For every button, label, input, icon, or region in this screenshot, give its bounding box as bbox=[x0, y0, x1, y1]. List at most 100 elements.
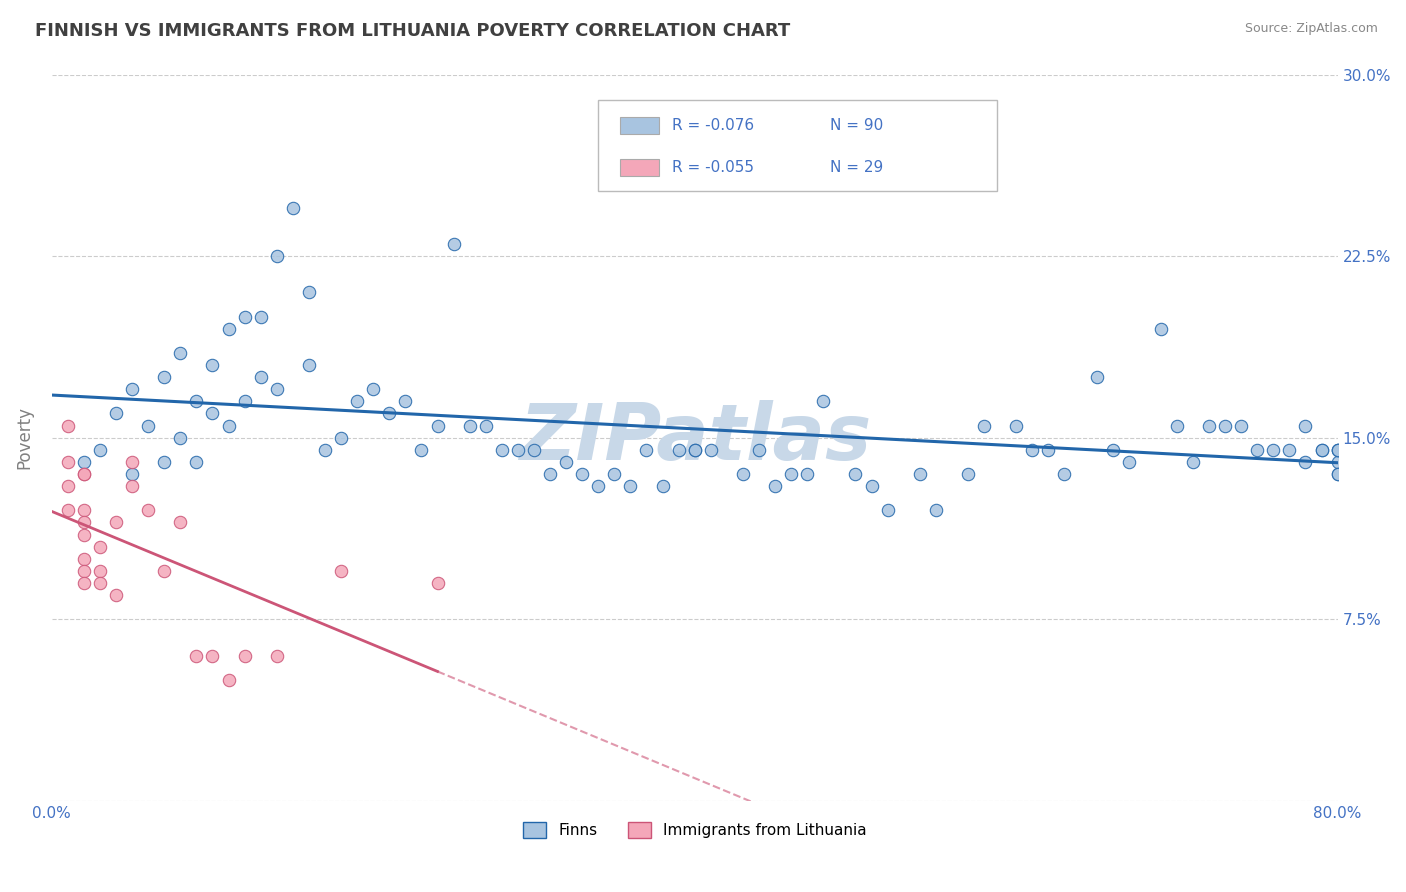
Point bbox=[201, 648, 224, 663]
Point bbox=[233, 648, 256, 663]
Point bbox=[651, 479, 673, 493]
Point bbox=[298, 358, 321, 372]
Point bbox=[1278, 442, 1301, 457]
Point bbox=[153, 564, 176, 578]
Point bbox=[474, 418, 496, 433]
Point bbox=[973, 418, 995, 433]
FancyBboxPatch shape bbox=[620, 159, 658, 177]
Point bbox=[73, 455, 96, 469]
Point bbox=[1166, 418, 1188, 433]
Point bbox=[1310, 442, 1333, 457]
Point bbox=[73, 503, 96, 517]
Point bbox=[201, 358, 224, 372]
Point bbox=[844, 467, 866, 481]
Point bbox=[1181, 455, 1204, 469]
Point bbox=[233, 310, 256, 324]
Point bbox=[136, 503, 159, 517]
Point bbox=[330, 564, 353, 578]
Point bbox=[1101, 442, 1123, 457]
Point bbox=[1326, 455, 1348, 469]
Point bbox=[169, 516, 191, 530]
Point bbox=[443, 237, 465, 252]
Point bbox=[876, 503, 898, 517]
Point bbox=[763, 479, 786, 493]
Point bbox=[169, 346, 191, 360]
Point bbox=[201, 407, 224, 421]
Point bbox=[1038, 442, 1060, 457]
Text: Source: ZipAtlas.com: Source: ZipAtlas.com bbox=[1244, 22, 1378, 36]
Point bbox=[218, 418, 240, 433]
Point bbox=[603, 467, 626, 481]
Point bbox=[506, 442, 529, 457]
Point bbox=[1295, 418, 1317, 433]
Point bbox=[105, 516, 128, 530]
Point bbox=[186, 455, 208, 469]
Point bbox=[121, 467, 143, 481]
Point bbox=[73, 576, 96, 591]
Point bbox=[683, 442, 706, 457]
Point bbox=[1263, 442, 1285, 457]
Point bbox=[1246, 442, 1268, 457]
Point bbox=[73, 551, 96, 566]
Point bbox=[153, 455, 176, 469]
Point bbox=[73, 564, 96, 578]
Point bbox=[186, 394, 208, 409]
Point bbox=[426, 418, 449, 433]
Point bbox=[426, 576, 449, 591]
Point bbox=[491, 442, 513, 457]
Point bbox=[56, 479, 79, 493]
Point bbox=[555, 455, 578, 469]
Text: N = 29: N = 29 bbox=[830, 160, 883, 175]
Text: R = -0.076: R = -0.076 bbox=[672, 118, 754, 133]
Point bbox=[700, 442, 723, 457]
Point bbox=[266, 249, 288, 263]
Point bbox=[73, 527, 96, 541]
Point bbox=[105, 588, 128, 602]
Point bbox=[619, 479, 641, 493]
Point bbox=[56, 455, 79, 469]
Point bbox=[1230, 418, 1253, 433]
Point bbox=[780, 467, 803, 481]
Point bbox=[1021, 442, 1043, 457]
Point bbox=[1326, 442, 1348, 457]
Point bbox=[249, 310, 271, 324]
Point bbox=[89, 564, 111, 578]
Point bbox=[105, 407, 128, 421]
Point bbox=[1295, 455, 1317, 469]
FancyBboxPatch shape bbox=[620, 117, 658, 134]
Point bbox=[89, 576, 111, 591]
Point bbox=[1326, 467, 1348, 481]
Point bbox=[266, 382, 288, 396]
Point bbox=[1118, 455, 1140, 469]
Point bbox=[571, 467, 593, 481]
Point bbox=[1213, 418, 1236, 433]
Point bbox=[813, 394, 835, 409]
Point bbox=[908, 467, 931, 481]
Point bbox=[1005, 418, 1028, 433]
Point bbox=[523, 442, 546, 457]
Point bbox=[121, 382, 143, 396]
Point bbox=[1053, 467, 1076, 481]
Point bbox=[538, 467, 561, 481]
Point bbox=[56, 418, 79, 433]
Point bbox=[73, 467, 96, 481]
Y-axis label: Poverty: Poverty bbox=[15, 406, 32, 469]
Point bbox=[586, 479, 609, 493]
Point bbox=[346, 394, 368, 409]
Point bbox=[925, 503, 948, 517]
Point bbox=[73, 516, 96, 530]
Point bbox=[281, 201, 304, 215]
Point bbox=[394, 394, 416, 409]
Point bbox=[186, 648, 208, 663]
Point bbox=[731, 467, 754, 481]
Point bbox=[169, 431, 191, 445]
Point bbox=[89, 442, 111, 457]
Point bbox=[1310, 442, 1333, 457]
Point bbox=[121, 479, 143, 493]
Point bbox=[56, 503, 79, 517]
Point bbox=[1326, 467, 1348, 481]
Point bbox=[668, 442, 690, 457]
Point bbox=[1326, 442, 1348, 457]
Point bbox=[233, 394, 256, 409]
Text: FINNISH VS IMMIGRANTS FROM LITHUANIA POVERTY CORRELATION CHART: FINNISH VS IMMIGRANTS FROM LITHUANIA POV… bbox=[35, 22, 790, 40]
